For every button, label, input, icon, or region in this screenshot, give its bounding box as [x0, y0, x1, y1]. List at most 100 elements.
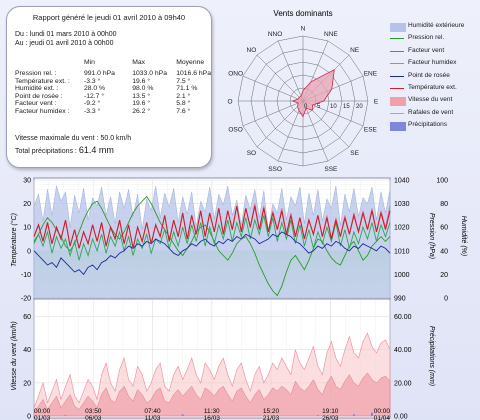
stats-max: 13.5 ° [132, 92, 151, 100]
charts-area: 3020100-10-20104010301020101010009901008… [10, 177, 467, 420]
humidity-tick-label: 80 [440, 201, 448, 208]
stats-avg: 1016.6 hPa [176, 70, 211, 77]
stats-header-blank [15, 59, 84, 70]
max-wind: Vitesse maximale du vent : 50.0 km/h [15, 135, 132, 142]
windrose-ring-label: 10 [330, 104, 337, 110]
legend-item: Facteur vent [388, 47, 478, 59]
pressure-tick-label: 1030 [394, 201, 410, 208]
wind-tick-label: 20 [23, 380, 31, 387]
legend-item: Vitesse du vent [388, 96, 478, 108]
legend-label: Point de rosée [408, 71, 450, 79]
series-temperature-ext [33, 205, 391, 249]
legend-item: Pression rel. [388, 34, 478, 46]
stats-row: Facteur humidex : -3.3 ° 26.2 ° 7.6 ° [15, 108, 211, 116]
legend-label: Précipitations [408, 121, 448, 129]
stats-label: Humidité ext. : [15, 85, 59, 92]
wind-tick-label: 0 [27, 414, 31, 420]
windrose-dir-label: NNE [324, 31, 338, 38]
humidity-tick-label: 40 [440, 248, 448, 255]
windrose-labels: N NNE NE ENE E ESE SE SSE S SSO SO OSO O ONO NO NNO 0 5 10… [227, 26, 378, 173]
windrose-dir-label: NO [247, 47, 257, 54]
pressure-tick-label: 1020 [394, 225, 410, 232]
windrose-ring-label: 5 [317, 104, 321, 110]
x-tick-time: 11:30 [204, 408, 220, 415]
date-from: Du : lundi 01 mars 2010 à 00h00 [15, 31, 117, 38]
windrose-spoke [302, 100, 329, 162]
legend-label: Facteur humidex [408, 59, 457, 67]
x-tick-date: 21/03 [263, 415, 280, 420]
stats-max: 98.0 % [132, 85, 154, 92]
legend-label: Pression rel. [408, 34, 445, 42]
stats-min: 28.0 % [83, 85, 106, 92]
windrose-dir-label: OSO [228, 126, 242, 133]
legend-item: Humidité extérieure [388, 22, 478, 34]
windrose-dir-label: SSE [324, 166, 338, 172]
precip-axis-label: Précipitations (mm) [428, 326, 435, 386]
legend-swatch [390, 112, 404, 114]
x-tick-date: 01/03 [34, 415, 51, 420]
pressure-tick-label: 1000 [394, 272, 410, 279]
pressure-tick-label: 1040 [394, 178, 410, 185]
x-tick-time: 15:20 [263, 408, 280, 415]
windrose-ring-label: 15 [343, 104, 350, 110]
windrose-dir-label: SO [247, 150, 256, 157]
precip-bar [64, 415, 67, 416]
stats-min: -12.7 ° [83, 92, 105, 100]
temp-tick-label: 10 [23, 225, 31, 232]
precip-tick-label: 20.00 [394, 380, 412, 387]
stats-min: -3.3 ° [83, 77, 101, 85]
legend-swatch [390, 38, 404, 40]
windrose-dir-label: E [374, 99, 379, 106]
stats-avg: 2.1 ° [176, 92, 191, 100]
pressure-tick-label: 1010 [394, 248, 410, 255]
windrose-chart: Vents dominants N NNE NE ENE E ESE SE SSE S SSO SO… [227, 9, 378, 173]
windrose-dir-label: S [301, 172, 306, 173]
windrose-spoke [256, 54, 304, 102]
x-tick-date: 26/03 [322, 415, 339, 420]
stats-avg: 7.6 ° [176, 107, 191, 115]
windrose-polygon [291, 68, 335, 118]
precip-bar [352, 414, 355, 416]
legend-item: Précipitations [388, 121, 478, 133]
stats-header-avg: Moyenne [176, 59, 205, 66]
stats-row: Facteur vent : -9.2 ° 19.6 ° 5.8 ° [15, 100, 211, 108]
temp-tick-label: 0 [27, 248, 31, 255]
stats-label: Facteur vent : [15, 100, 57, 107]
legend-swatch [390, 75, 404, 77]
stats-label: Pression rel. : [15, 70, 57, 77]
stats-label: Température ext. : [15, 77, 70, 85]
wind-tick-label: 60 [23, 314, 31, 321]
humidity-tick-label: 60 [440, 225, 448, 232]
precip-tick-label: 40.00 [394, 347, 412, 354]
wind-axis-label: Vitesse du vent (km/h) [11, 321, 18, 391]
legend-swatch [390, 23, 406, 32]
report-title: Rapport généré le jeudi 01 avril 2010 à … [32, 13, 186, 22]
stats-label: Facteur humidex : [15, 107, 70, 115]
windrose-dir-label: SSO [268, 166, 282, 172]
precip-bar [371, 412, 373, 416]
stats-min: -9.2 ° [83, 100, 101, 107]
wind-tick-label: 40 [23, 347, 31, 354]
temperature-chart: 3020100-10-20104010301020101010009901008… [21, 178, 448, 303]
wind-chart: 60 40 20 0 60.00 40.00 20.00 0.00 [23, 300, 412, 420]
windrose-spoke [242, 75, 304, 102]
x-tick-time: 00:00 [374, 408, 391, 415]
series-point-de-rosee [33, 231, 391, 276]
precip-bar [181, 414, 184, 416]
windrose-dir-label: NE [350, 47, 360, 54]
total-precip: Total précipitations : 61.4 mm [15, 145, 114, 155]
legend-item: Rafales de vent [388, 109, 478, 121]
x-tick-date: 06/03 [85, 415, 102, 420]
legend-swatch [390, 97, 406, 107]
x-tick-time: 19:10 [322, 408, 339, 415]
stats-header-max: Max [132, 59, 146, 66]
stats-header-min: Min [83, 59, 95, 66]
legend-swatch [390, 122, 406, 132]
windrose-ring-label: 0 [304, 104, 308, 110]
legend-label: Humidité extérieure [408, 22, 465, 29]
stats-row: Température ext. : -3.3 ° 19.6 ° 7.5 ° [15, 78, 211, 86]
stats-row: Point de rosée : -12.7 ° 13.5 ° 2.1 ° [15, 93, 211, 101]
windrose-dir-label: SE [350, 150, 359, 157]
stats-min: 991.0 hPa [83, 70, 115, 77]
series-humidity [33, 185, 391, 299]
